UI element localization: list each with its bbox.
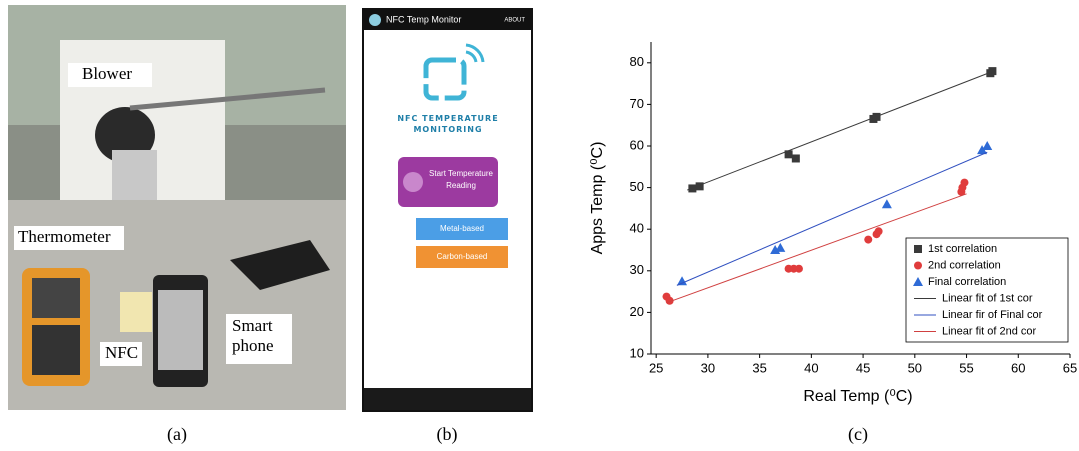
caption: (a) [167,424,187,445]
legend-swatch [914,262,922,270]
page: Blower Thermometer NFC Smart phone (a) N… [0,0,1079,451]
x-tick-label: 55 [959,360,973,375]
photo-label: Thermometer [18,227,111,246]
y-tick-label: 50 [630,179,644,194]
y-tick-label: 80 [630,54,644,69]
photo-label: Blower [82,64,132,83]
y-tick-label: 40 [630,221,644,236]
x-tick-label: 50 [908,360,922,375]
point [864,236,872,244]
legend-label: 2nd correlation [928,259,1001,271]
fit-line [687,71,993,190]
caption: (b) [437,424,458,445]
point [775,243,785,252]
menu-about[interactable]: ABOUT [504,18,525,24]
photo-blower-body [112,150,157,200]
app-title: NFC Temp Monitor [386,14,461,24]
phone-screen [364,30,531,388]
x-tick-label: 25 [649,360,663,375]
x-tick-label: 65 [1063,360,1077,375]
caption: (c) [848,424,868,445]
legend-label: Linear fir of Final cor [942,309,1043,321]
app-heading: NFC TEMPERATURE MONITORING [392,113,504,135]
point [882,199,892,208]
start-label[interactable]: Start Temperature Reading [428,168,494,192]
start-icon [403,172,423,192]
photo-thermometer-keys [32,325,80,375]
legend-label: 1st correlation [928,243,997,255]
point [875,227,883,235]
heading-wrap: NFC TEMPERATURE MONITORING [392,113,504,143]
x-tick-label: 60 [1011,360,1025,375]
photo-nfc-tag [120,292,152,332]
y-axis-label: Apps Temp (⁰C) [589,142,606,255]
x-tick-label: 45 [856,360,870,375]
photo-thermometer-screen [32,278,80,318]
point [960,179,968,187]
phone: NFC Temp Monitor ABOUT NFC TEMPERATURE M… [362,8,533,412]
legend-label: Linear fit of 2nd cor [942,325,1037,337]
legend-label: Final correlation [928,276,1006,288]
photo-label: NFC [105,343,138,362]
app-icon [369,14,381,26]
photo-label-wrap: Smart phone [232,316,288,362]
x-axis-label: Real Temp (⁰C) [803,388,912,405]
photo: Blower Thermometer NFC Smart phone [8,5,346,410]
x-tick-label: 40 [804,360,818,375]
y-tick-label: 10 [630,345,644,360]
y-tick-label: 30 [630,262,644,277]
y-tick-label: 20 [630,304,644,319]
legend-label: Linear fit of 1st cor [942,292,1033,304]
figure: Blower Thermometer NFC Smart phone (a) N… [0,0,1079,451]
point [677,276,687,285]
nav-bar [364,388,531,410]
metal-label[interactable]: Metal-based [440,224,484,233]
start-label-wrap: Start Temperature Reading [428,168,494,198]
legend-swatch [914,245,922,253]
carbon-label[interactable]: Carbon-based [437,252,488,261]
point [792,154,800,162]
point [795,265,803,273]
x-tick-label: 30 [701,360,715,375]
x-tick-label: 35 [752,360,766,375]
photo-label: Smart phone [232,316,288,356]
y-tick-label: 70 [630,96,644,111]
y-tick-label: 60 [630,137,644,152]
point [982,141,992,150]
photo-phone-screen [158,290,203,370]
